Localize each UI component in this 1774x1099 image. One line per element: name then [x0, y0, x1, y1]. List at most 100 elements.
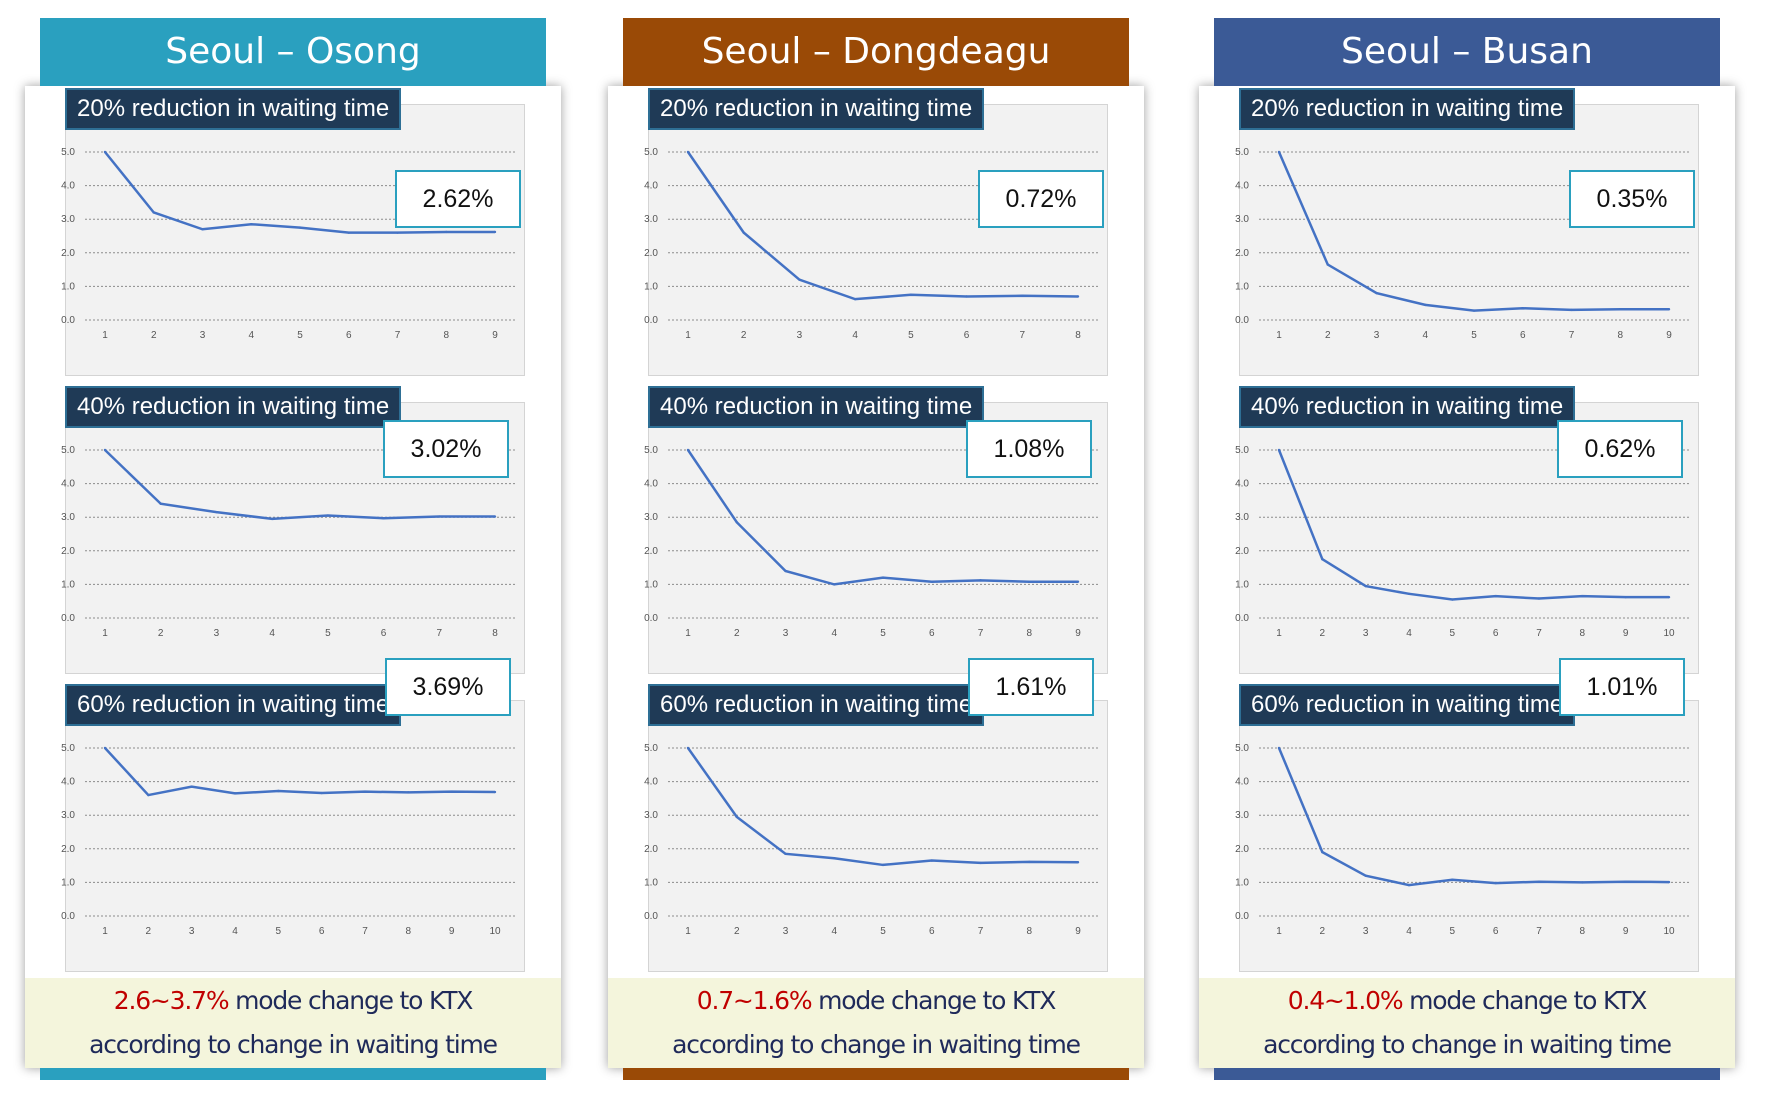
data-point [493, 515, 497, 518]
x-tick-label: 5 [1450, 628, 1456, 639]
y-tick-label: 3.0 [1235, 214, 1249, 225]
x-tick-label: 4 [269, 628, 275, 639]
data-point [493, 790, 497, 794]
y-tick-label: 1.0 [61, 877, 75, 888]
data-point [1277, 448, 1281, 452]
data-point [1364, 874, 1367, 877]
x-tick-label: 9 [1075, 628, 1081, 639]
chart-title: 60% reduction in waiting time [648, 684, 985, 726]
x-tick-label: 8 [1617, 330, 1623, 341]
data-point [1028, 860, 1031, 864]
data-point [1472, 309, 1476, 312]
x-tick-label: 7 [1020, 330, 1026, 341]
summary-box: 2.6~3.7% mode change to KTX according to … [25, 978, 561, 1068]
value-annotation: 2.62% [395, 170, 521, 228]
y-tick-label: 1.0 [644, 579, 658, 590]
summary-line-2: according to change in waiting time [1263, 1030, 1672, 1059]
plot-area [648, 104, 1108, 376]
data-point [396, 231, 399, 234]
value-annotation: 1.08% [966, 420, 1092, 478]
data-point [159, 502, 162, 505]
y-tick-label: 5.0 [1235, 445, 1249, 456]
x-tick-label: 7 [395, 330, 401, 341]
x-tick-label: 4 [831, 926, 837, 937]
chart-svg: 0.0 1.0 2.0 3.0 4.0 5.0 1 2 3 4 5 6 7 8 9 10 [1235, 743, 1689, 937]
y-tick-label: 2.0 [1235, 248, 1249, 259]
data-point [445, 230, 448, 234]
chart-title: 40% reduction in waiting time [1239, 386, 1576, 428]
x-tick-label: 4 [1406, 926, 1412, 937]
chart-title: 20% reduction in waiting time [65, 88, 402, 130]
summary-text: mode change to KTX [818, 986, 1056, 1015]
x-tick-label: 1 [102, 926, 108, 937]
data-point [270, 517, 274, 521]
x-tick-label: 3 [1374, 330, 1380, 341]
data-point [853, 297, 857, 301]
data-point [363, 790, 367, 793]
x-tick-label: 10 [1663, 628, 1675, 639]
plot-area [65, 700, 525, 972]
y-tick-label: 4.0 [1235, 777, 1249, 788]
data-point [1321, 850, 1324, 854]
x-tick-label: 4 [248, 330, 254, 341]
data-point [152, 211, 155, 214]
y-tick-label: 1.0 [61, 579, 75, 590]
x-tick-label: 2 [1325, 330, 1331, 341]
x-tick-label: 5 [880, 628, 886, 639]
data-point [686, 150, 690, 154]
data-point [103, 746, 107, 750]
x-tick-label: 6 [929, 926, 935, 937]
data-point [1424, 303, 1427, 307]
y-tick-label: 3.0 [644, 512, 658, 523]
x-tick-label: 2 [734, 926, 740, 937]
data-point [250, 223, 253, 226]
x-tick-label: 6 [381, 628, 387, 639]
value-annotation: 0.35% [1569, 170, 1695, 228]
data-point [201, 228, 204, 231]
y-tick-label: 4.0 [1235, 181, 1249, 192]
data-point [1277, 746, 1281, 750]
x-tick-label: 7 [978, 628, 984, 639]
summary-text: mode change to KTX [235, 986, 473, 1015]
y-tick-label: 1.0 [1235, 281, 1249, 292]
route-title: Seoul – Busan [1214, 18, 1720, 86]
data-point [1076, 295, 1080, 298]
x-tick-label: 3 [797, 330, 803, 341]
value-annotation: 0.72% [978, 170, 1104, 228]
route-title: Seoul – Osong [40, 18, 546, 86]
y-tick-label: 5.0 [644, 445, 658, 456]
y-tick-label: 5.0 [61, 445, 75, 456]
x-tick-label: 2 [1320, 926, 1326, 937]
x-tick-label: 8 [1075, 330, 1081, 341]
y-tick-label: 1.0 [644, 281, 658, 292]
data-point [382, 517, 385, 520]
y-tick-label: 1.0 [644, 877, 658, 888]
x-tick-label: 6 [929, 628, 935, 639]
y-tick-label: 3.0 [644, 810, 658, 821]
x-tick-label: 5 [908, 330, 914, 341]
data-point [1021, 294, 1024, 298]
data-point [450, 790, 453, 793]
x-tick-label: 1 [1276, 628, 1282, 639]
x-tick-label: 10 [489, 926, 501, 937]
data-point [930, 580, 933, 583]
y-tick-label: 0.0 [1235, 911, 1249, 922]
y-tick-label: 0.0 [644, 315, 658, 326]
x-tick-label: 3 [1363, 926, 1369, 937]
x-tick-label: 7 [1536, 926, 1542, 937]
x-tick-label: 5 [1471, 330, 1477, 341]
x-tick-label: 5 [297, 330, 303, 341]
x-tick-label: 3 [214, 628, 220, 639]
y-tick-label: 1.0 [1235, 877, 1249, 888]
data-point [1667, 880, 1671, 884]
data-point [190, 785, 193, 788]
x-tick-label: 6 [1520, 330, 1526, 341]
y-tick-label: 4.0 [61, 777, 75, 788]
x-tick-label: 6 [1493, 628, 1499, 639]
x-tick-label: 3 [783, 926, 789, 937]
data-point [326, 514, 330, 517]
series-line [686, 747, 1079, 867]
route-column: Seoul – Busan 0.0 1.0 2.0 3.0 4.0 5.0 1 2 3 4 5 6 7 8 9… [1199, 18, 1735, 1080]
chart-svg: 0.0 1.0 2.0 3.0 4.0 5.0 1 2 3 4 5 6 7 8 9 [61, 147, 515, 341]
summary-line-2: according to change in waiting time [89, 1030, 498, 1059]
